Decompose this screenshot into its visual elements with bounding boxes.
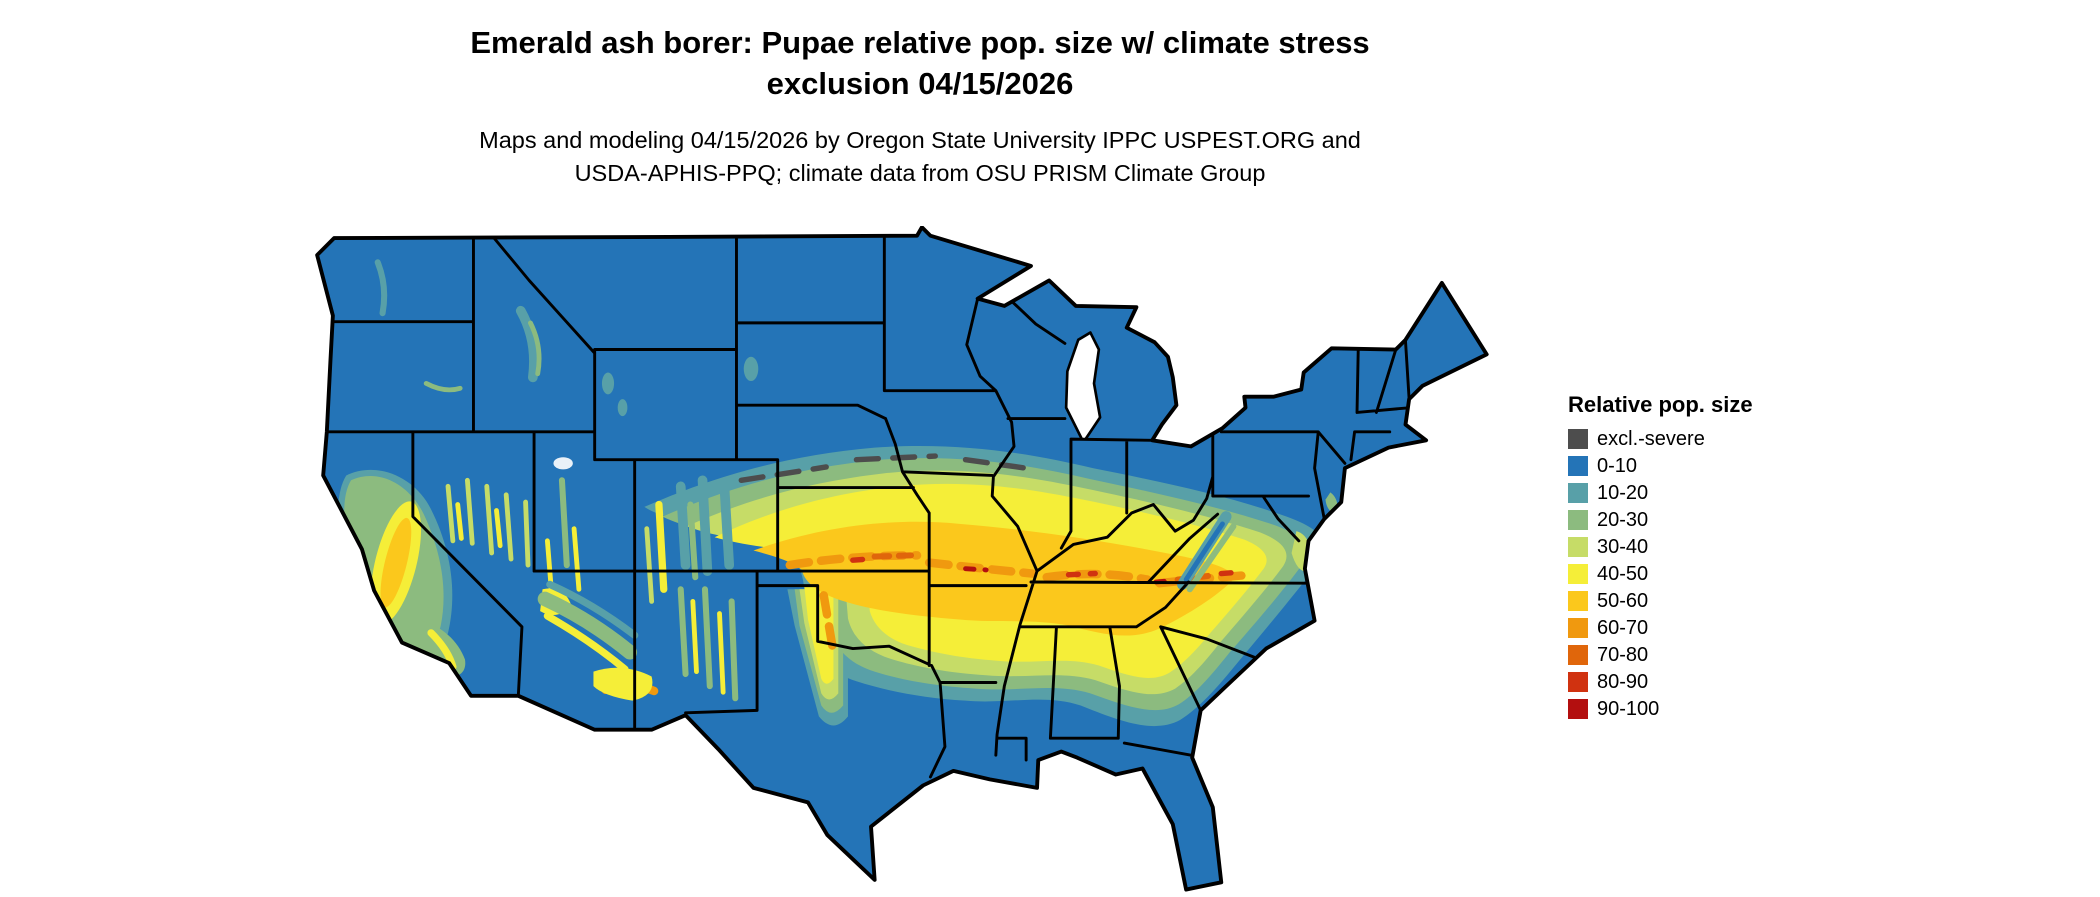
legend-item-label: 10-20 xyxy=(1597,482,1649,504)
figure-subtitle-line2: USDA-APHIS-PPQ; climate data from OSU PR… xyxy=(574,160,1266,186)
country-outline xyxy=(315,225,1489,892)
map-color-bands xyxy=(338,259,1338,727)
legend-swatch xyxy=(1568,537,1588,557)
legend-item: 30-40 xyxy=(1568,537,1753,557)
figure-subtitle-line1: Maps and modeling 04/15/2026 by Oregon S… xyxy=(479,127,1361,153)
legend-swatch xyxy=(1568,645,1588,665)
legend-swatch xyxy=(1568,618,1588,638)
legend-title: Relative pop. size xyxy=(1568,392,1753,417)
us-map xyxy=(315,225,1489,892)
legend-swatch xyxy=(1568,483,1588,503)
figure-title-line1: Emerald ash borer: Pupae relative pop. s… xyxy=(470,25,1370,60)
streaks-80-90 xyxy=(850,556,1241,578)
figure-title-line2: exclusion 04/15/2026 xyxy=(766,66,1074,101)
legend-item-label: 0-10 xyxy=(1597,455,1638,477)
legend-item: excl.-severe xyxy=(1568,429,1753,449)
legend-item: 50-60 xyxy=(1568,591,1753,611)
state-borders xyxy=(325,236,1412,779)
great-salt-lake xyxy=(553,457,573,470)
legend-item: 20-30 xyxy=(1568,510,1753,530)
legend-item-label: 50-60 xyxy=(1597,590,1649,612)
legend-item-label: 90-100 xyxy=(1597,698,1660,720)
legend-item: 0-10 xyxy=(1568,456,1753,476)
legend-item-label: 80-90 xyxy=(1597,671,1649,693)
legend-swatch xyxy=(1568,456,1588,476)
legend-swatch xyxy=(1568,699,1588,719)
legend-item: 80-90 xyxy=(1568,672,1753,692)
legend-item: 90-100 xyxy=(1568,699,1753,719)
legend: Relative pop. size excl.-severe 0-10 10-… xyxy=(1568,392,1753,726)
legend-swatch xyxy=(1568,591,1588,611)
legend-item-label: 20-30 xyxy=(1597,509,1649,531)
figure-title: Emerald ash borer: Pupae relative pop. s… xyxy=(0,22,1840,104)
legend-item: 60-70 xyxy=(1568,618,1753,638)
band-50-60 xyxy=(753,521,1234,636)
legend-item-label: 40-50 xyxy=(1597,563,1649,585)
legend-swatch xyxy=(1568,429,1588,449)
us-map-container xyxy=(305,225,1517,892)
legend-item-label: excl.-severe xyxy=(1597,428,1705,450)
lake-michigan xyxy=(1064,331,1102,441)
legend-item: 10-20 xyxy=(1568,483,1753,503)
legend-item: 40-50 xyxy=(1568,564,1753,584)
figure-subtitle: Maps and modeling 04/15/2026 by Oregon S… xyxy=(0,124,1840,190)
legend-item-label: 70-80 xyxy=(1597,644,1649,666)
excluded-severe-flecks xyxy=(738,453,1029,484)
legend-swatch xyxy=(1568,672,1588,692)
legend-swatch xyxy=(1568,564,1588,584)
legend-item-label: 30-40 xyxy=(1597,536,1649,558)
legend-swatch xyxy=(1568,510,1588,530)
legend-item: 70-80 xyxy=(1568,645,1753,665)
legend-item-label: 60-70 xyxy=(1597,617,1649,639)
